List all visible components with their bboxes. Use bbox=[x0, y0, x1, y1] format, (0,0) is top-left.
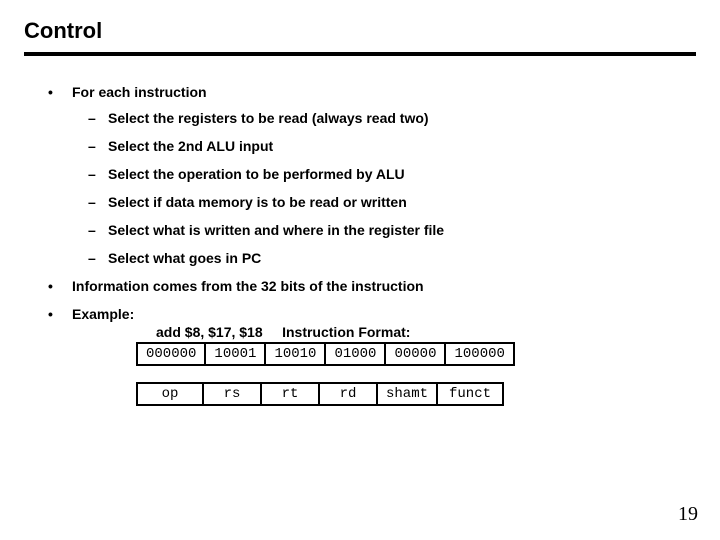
label-cell: rs bbox=[203, 383, 261, 405]
bit-cell: 10010 bbox=[265, 343, 325, 365]
bits-table: 000000 10001 10010 01000 00000 100000 bbox=[136, 342, 515, 366]
slide-page: Control For each instruction Select the … bbox=[0, 0, 720, 540]
labels-table: op rs rt rd shamt funct bbox=[136, 382, 504, 406]
bullet-2: Information comes from the 32 bits of th… bbox=[48, 278, 696, 294]
sub-bullet: Select what goes in PC bbox=[80, 250, 696, 266]
example-block: add $8, $17, $18 Instruction Format: 000… bbox=[120, 324, 696, 406]
label-cell: op bbox=[137, 383, 203, 405]
table-row: 000000 10001 10010 01000 00000 100000 bbox=[137, 343, 514, 365]
table-row: op rs rt rd shamt funct bbox=[137, 383, 503, 405]
example-line1: add $8, $17, $18 Instruction Format: bbox=[156, 324, 696, 340]
bit-cell: 100000 bbox=[445, 343, 513, 365]
bit-cell: 00000 bbox=[385, 343, 445, 365]
bullet-3-text: Example: bbox=[72, 306, 134, 322]
example-add: add $8, $17, $18 bbox=[156, 324, 263, 340]
sub-bullet: Select the 2nd ALU input bbox=[80, 138, 696, 154]
example-format-label: Instruction Format: bbox=[282, 324, 410, 340]
label-cell: rt bbox=[261, 383, 319, 405]
label-cell: funct bbox=[437, 383, 503, 405]
bit-cell: 000000 bbox=[137, 343, 205, 365]
sub-bullet: Select the registers to be read (always … bbox=[80, 110, 696, 126]
label-cell: shamt bbox=[377, 383, 437, 405]
bit-cell: 10001 bbox=[205, 343, 265, 365]
bullet-1: For each instruction Select the register… bbox=[48, 84, 696, 266]
bullet-list: For each instruction Select the register… bbox=[24, 84, 696, 406]
label-cell: rd bbox=[319, 383, 377, 405]
bullet-1-text: For each instruction bbox=[72, 84, 207, 100]
bullet-3: Example: add $8, $17, $18 Instruction Fo… bbox=[48, 306, 696, 406]
page-number: 19 bbox=[678, 503, 698, 526]
sub-bullets: Select the registers to be read (always … bbox=[72, 110, 696, 266]
bit-cell: 01000 bbox=[325, 343, 385, 365]
sub-bullet: Select if data memory is to be read or w… bbox=[80, 194, 696, 210]
sub-bullet: Select the operation to be performed by … bbox=[80, 166, 696, 182]
sub-bullet: Select what is written and where in the … bbox=[80, 222, 696, 238]
page-title: Control bbox=[24, 18, 696, 44]
title-rule bbox=[24, 52, 696, 56]
